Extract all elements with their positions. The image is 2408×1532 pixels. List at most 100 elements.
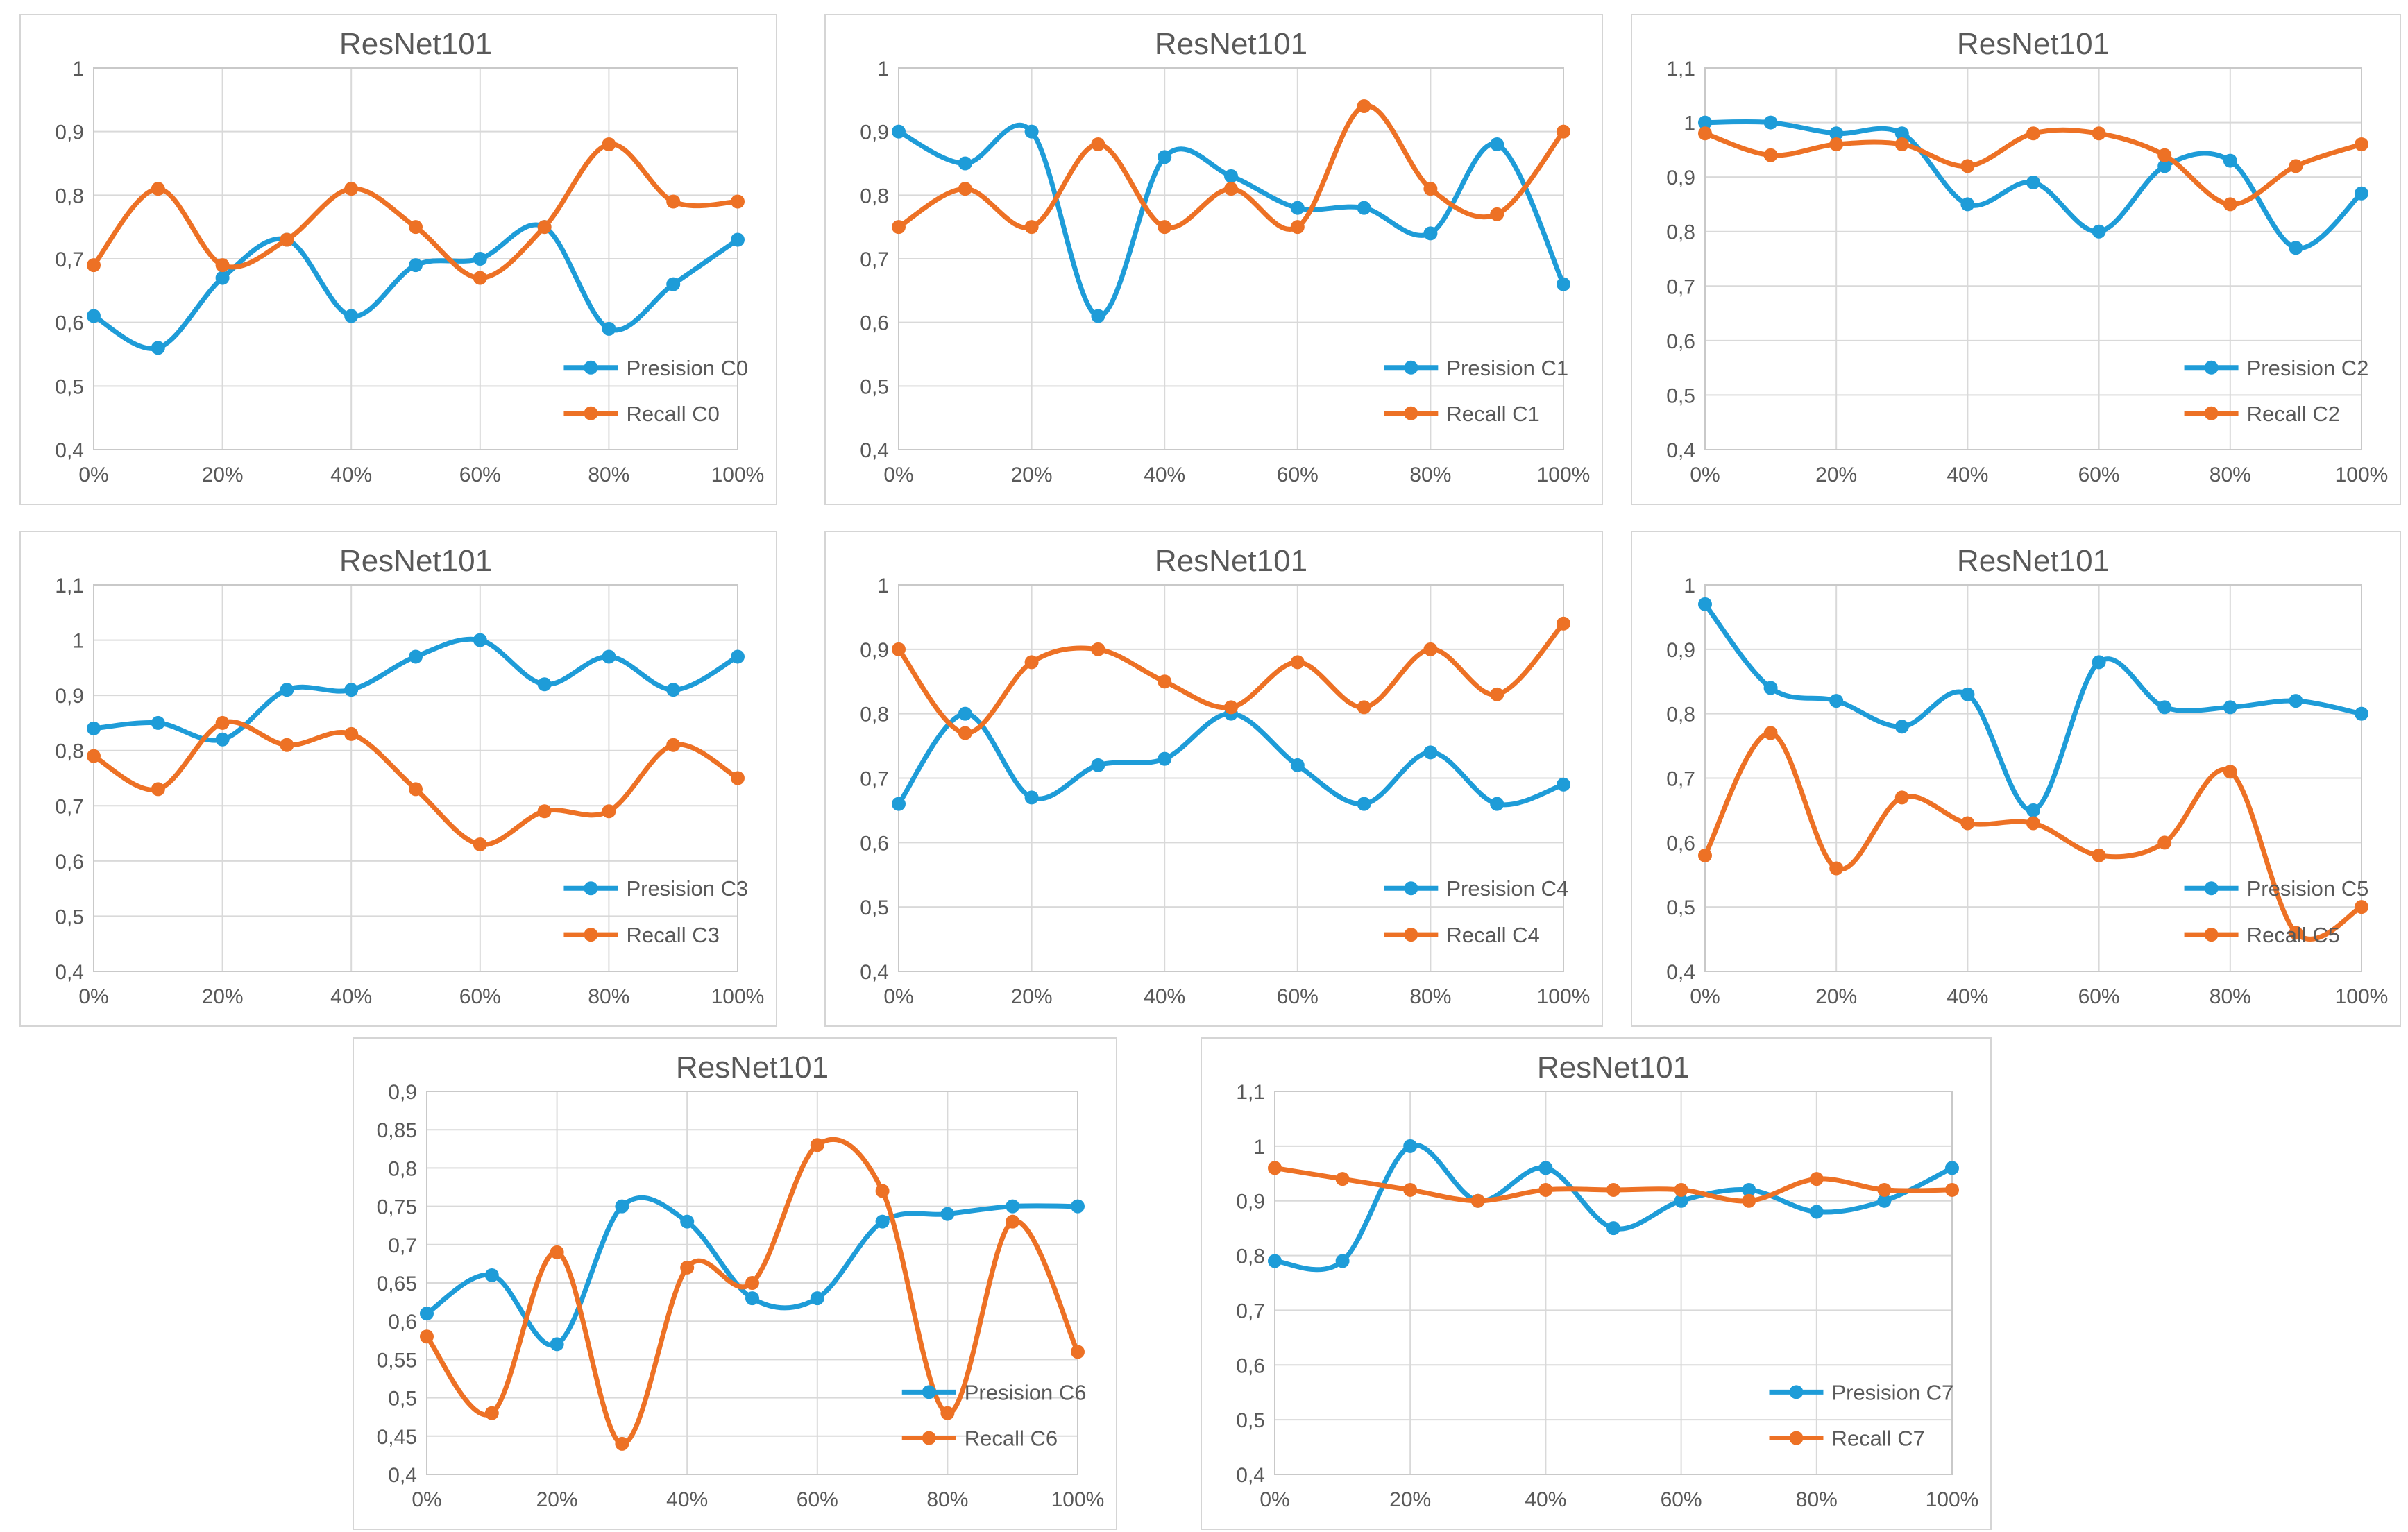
x-tick-label: 60% xyxy=(2078,985,2120,1008)
chart-resnet101-c6: ResNet101 0,9 0,85 0,8 0,75 0,7 0,65 0,6 0,55 0,5… xyxy=(353,1037,1117,1530)
precision-marker xyxy=(1158,150,1172,164)
recall-marker xyxy=(1945,1182,1959,1197)
line-chart: ResNet101 1 0,9 0,8 0,7 0,6 0,5 0,40% 20% 40% 60% 8… xyxy=(860,27,1590,486)
precision-marker xyxy=(1763,681,1778,695)
legend-label: Recall C5 xyxy=(2247,923,2340,947)
recall-marker xyxy=(1071,1345,1085,1359)
y-tick-label: 0,6 xyxy=(860,832,889,855)
chart-title: ResNet101 xyxy=(1155,544,1307,578)
precision-marker xyxy=(473,633,487,647)
legend-marker xyxy=(1404,406,1418,420)
y-tick-label: 0,9 xyxy=(55,121,84,144)
y-tick-label: 0,8 xyxy=(1236,1245,1265,1268)
x-tick-label: 20% xyxy=(536,1488,578,1511)
recall-marker xyxy=(1268,1161,1282,1175)
precision-marker xyxy=(1877,1193,1892,1208)
chart-title: ResNet101 xyxy=(339,544,492,578)
y-tick-label: 0,4 xyxy=(1666,961,1695,984)
y-tick-label: 0,55 xyxy=(377,1349,417,1372)
recall-marker xyxy=(731,194,745,209)
recall-marker xyxy=(680,1260,695,1275)
x-tick-label: 60% xyxy=(1661,1488,1702,1511)
recall-marker xyxy=(958,726,972,740)
y-tick-label: 0,5 xyxy=(1236,1409,1265,1432)
y-tick-label: 0,9 xyxy=(860,121,889,144)
x-tick-label: 60% xyxy=(459,463,501,486)
recall-marker xyxy=(280,738,294,752)
x-tick-label: 20% xyxy=(202,985,244,1008)
y-tick-label: 0,65 xyxy=(377,1273,417,1295)
precision-marker xyxy=(1335,1254,1350,1268)
chart-title: ResNet101 xyxy=(1957,27,2110,61)
legend-label: Presision C5 xyxy=(2247,876,2369,901)
recall-marker xyxy=(1490,687,1504,701)
x-tick-label: 100% xyxy=(1926,1488,1979,1511)
chart-title: ResNet101 xyxy=(1155,27,1307,61)
precision-marker xyxy=(87,721,101,735)
y-tick-label: 0,75 xyxy=(377,1196,417,1219)
x-tick-label: 80% xyxy=(1409,985,1451,1008)
recall-marker xyxy=(1091,642,1105,656)
y-tick-label: 0,9 xyxy=(55,685,84,708)
legend-label: Presision C4 xyxy=(1446,876,1568,901)
recall-line xyxy=(91,142,740,280)
line-chart: ResNet101 1,1 1 0,9 0,8 0,7 0,6 0,5 0,40% 20% 40% 6… xyxy=(1666,27,2388,486)
y-tick-label: 1 xyxy=(72,630,84,653)
x-tick-label: 0% xyxy=(1690,463,1720,486)
recall-marker xyxy=(1357,700,1371,715)
x-tick-label: 20% xyxy=(1815,985,1857,1008)
chart-title: ResNet101 xyxy=(676,1050,829,1084)
precision-marker xyxy=(1606,1221,1620,1236)
recall-marker xyxy=(1158,674,1172,689)
precision-marker xyxy=(2026,803,2040,817)
recall-marker xyxy=(615,1436,629,1451)
y-tick-label: 0,4 xyxy=(1666,439,1695,462)
y-tick-label: 0,5 xyxy=(55,905,84,928)
y-tick-label: 0,8 xyxy=(860,185,889,207)
x-tick-label: 0% xyxy=(412,1488,441,1511)
precision-marker xyxy=(2289,694,2303,708)
x-tick-label: 20% xyxy=(1011,985,1053,1008)
legend-label: Recall C0 xyxy=(626,402,719,426)
y-tick-label: 0,5 xyxy=(860,896,889,919)
precision-marker xyxy=(1224,169,1238,183)
legend-marker xyxy=(1789,1385,1804,1399)
precision-marker xyxy=(1403,1139,1418,1153)
y-tick-label: 0,6 xyxy=(1236,1354,1265,1377)
x-tick-label: 80% xyxy=(588,463,629,486)
recall-marker xyxy=(1470,1193,1485,1208)
y-tick-label: 0,4 xyxy=(55,961,84,984)
recall-marker xyxy=(731,771,745,785)
precision-marker xyxy=(151,341,165,355)
recall-marker xyxy=(2289,926,2303,940)
recall-marker xyxy=(537,804,552,819)
precision-marker xyxy=(892,124,906,139)
recall-marker xyxy=(2092,126,2106,141)
legend-marker xyxy=(2204,881,2219,896)
y-tick-label: 0,9 xyxy=(860,639,889,662)
chart-resnet101-c5: ResNet101 1 0,9 0,8 0,7 0,6 0,5 0,4 0% 20% 40% 60% 8… xyxy=(1631,531,2401,1027)
precision-marker xyxy=(1423,226,1438,241)
recall-marker xyxy=(1024,220,1039,235)
recall-marker xyxy=(409,782,423,797)
recall-marker xyxy=(409,220,423,235)
recall-marker xyxy=(958,182,972,196)
recall-marker xyxy=(1357,99,1371,113)
y-tick-label: 1,1 xyxy=(1666,58,1695,80)
recall-marker xyxy=(1335,1172,1350,1186)
precision-marker xyxy=(484,1268,499,1282)
y-tick-label: 1 xyxy=(72,58,84,80)
y-tick-label: 1 xyxy=(1684,574,1695,597)
legend-marker xyxy=(922,1431,936,1445)
precision-line xyxy=(1702,602,2364,813)
x-tick-label: 100% xyxy=(1051,1488,1105,1511)
recall-marker xyxy=(2355,137,2368,151)
precision-marker xyxy=(1960,197,1975,212)
legend-label: Presision C3 xyxy=(626,876,748,901)
recall-marker xyxy=(1423,642,1438,656)
precision-marker xyxy=(344,683,359,697)
legend-marker xyxy=(2204,928,2219,942)
precision-marker xyxy=(2355,706,2368,721)
recall-marker xyxy=(1877,1182,1892,1197)
recall-marker xyxy=(2289,159,2303,173)
